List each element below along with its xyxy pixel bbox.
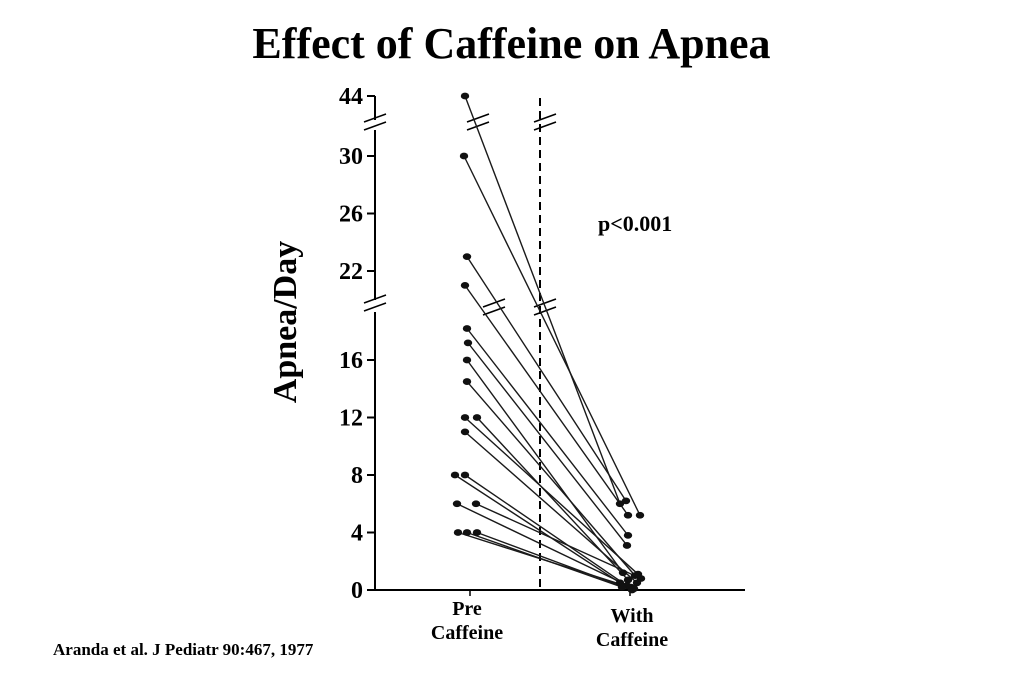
with-caffeine-point (623, 531, 633, 539)
pre-caffeine-point (460, 428, 470, 436)
pair-line (466, 328, 629, 536)
with-caffeine-point (627, 586, 637, 594)
with-caffeine-point (636, 575, 646, 582)
y-tick-label: 26 (339, 202, 363, 228)
pair-line (464, 284, 629, 516)
y-tick-label: 12 (339, 406, 363, 432)
category-label: With Caffeine (596, 605, 668, 651)
pre-caffeine-point (462, 378, 472, 385)
p-value-annotation: p<0.001 (598, 211, 672, 236)
axes (363, 96, 745, 591)
pair-line (464, 431, 638, 584)
pair-line (466, 531, 623, 588)
pre-caffeine-point (462, 529, 472, 536)
pre-caffeine-point (460, 92, 470, 100)
pre-caffeine-point (450, 471, 460, 479)
citation: Aranda et al. J Pediatr 90:467, 1977 (53, 640, 314, 659)
pair-line (466, 381, 636, 577)
y-tick-label: 0 (351, 578, 363, 604)
pre-caffeine-point (453, 529, 463, 536)
axis-break-mark (466, 113, 490, 131)
pair-line (456, 503, 632, 588)
y-ticks: 0 4 8 12 16 22 26 30 44 (339, 84, 631, 604)
pre-caffeine-point (462, 253, 472, 261)
pair-line (476, 531, 633, 591)
pair-line (464, 95, 621, 504)
axis-break-mark (363, 294, 387, 312)
pair-line (467, 342, 628, 546)
category-label: Pre Caffeine (431, 598, 503, 644)
pre-caffeine-point (472, 529, 482, 536)
y-tick-label: 44 (339, 84, 363, 110)
pair-line (454, 474, 621, 584)
pair-line (463, 155, 641, 516)
with-caffeine-point (623, 576, 633, 584)
with-caffeine-point (622, 542, 632, 549)
pair-line (466, 256, 627, 502)
y-tick-label: 8 (351, 463, 363, 489)
pair-line (464, 416, 639, 575)
pre-caffeine-point (471, 500, 481, 508)
pre-caffeine-point (460, 471, 470, 479)
pre-caffeine-point (459, 152, 469, 160)
axis-break-mark (533, 113, 557, 131)
with-caffeine-point (617, 583, 627, 591)
chart-labels: Apnea/Day Pre Caffeine With Caffeine p<0.001 (267, 211, 672, 651)
y-tick-label: 22 (339, 259, 363, 285)
y-axis-label: Apnea/Day (267, 241, 304, 403)
with-caffeine-point (618, 569, 628, 577)
y-tick-label: 4 (351, 521, 363, 547)
chart-title: Effect of Caffeine on Apnea (252, 19, 771, 68)
y-tick-label: 16 (339, 348, 363, 374)
with-caffeine-point (623, 511, 633, 519)
axis-break-mark (482, 298, 506, 316)
pre-caffeine-point (452, 500, 462, 508)
pre-caffeine-point (460, 414, 470, 421)
pre-caffeine-point (462, 325, 472, 332)
pair-line (464, 474, 628, 587)
pre-caffeine-point (463, 339, 473, 347)
pair-line (475, 503, 642, 580)
data-points (450, 92, 646, 594)
with-caffeine-point (635, 511, 645, 519)
with-caffeine-point (621, 497, 631, 505)
axis-break-mark (363, 113, 387, 131)
connecting-lines (454, 95, 642, 591)
y-tick-label: 30 (339, 144, 363, 170)
pre-caffeine-point (462, 356, 472, 364)
pre-caffeine-point (472, 414, 482, 421)
pre-caffeine-point (460, 281, 470, 289)
